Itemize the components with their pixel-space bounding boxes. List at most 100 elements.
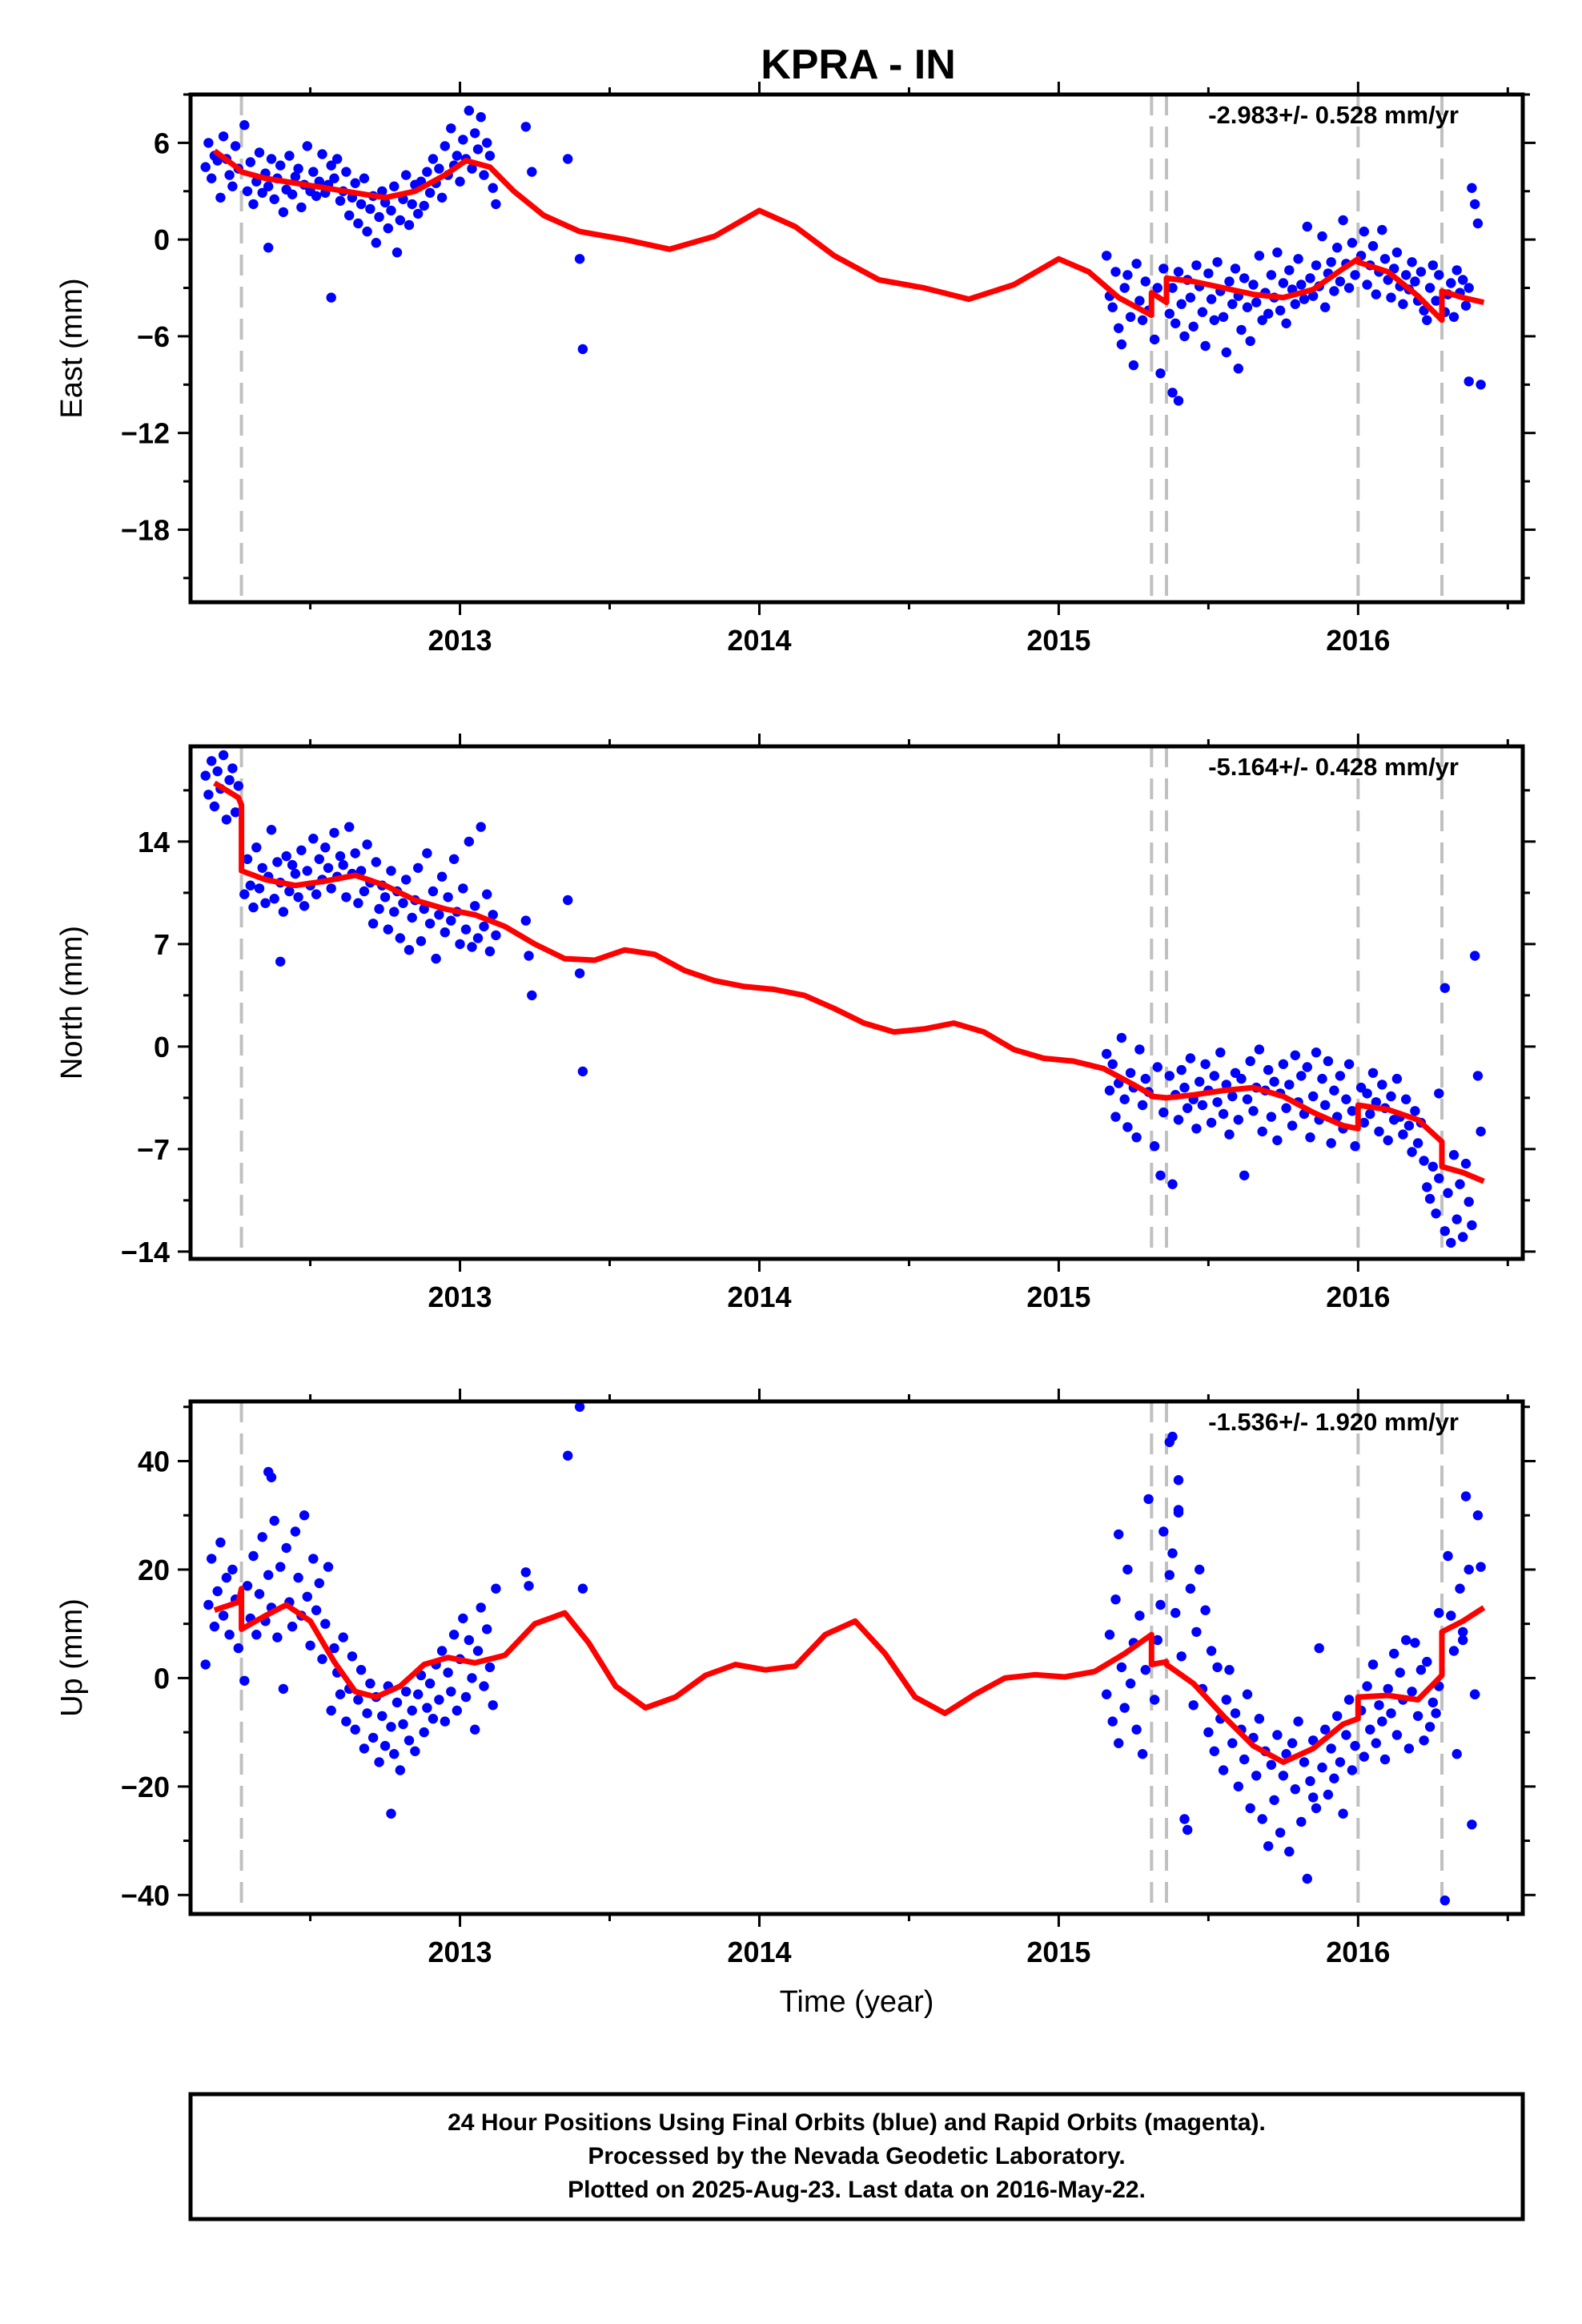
up-data-point	[413, 1689, 424, 1699]
north-data-point	[1233, 1115, 1244, 1125]
north-data-point	[1248, 1106, 1259, 1116]
up-data-point	[1367, 1659, 1379, 1670]
north-data-point	[458, 883, 468, 894]
north-data-point	[416, 936, 427, 947]
up-data-point	[1254, 1714, 1265, 1724]
east-data-point	[1257, 315, 1267, 325]
footer-line-3: Plotted on 2025-Aug-23. Last data on 201…	[568, 2177, 1146, 2203]
east-data-point	[335, 195, 346, 206]
up-data-point	[1284, 1846, 1295, 1857]
north-data-point	[248, 902, 259, 913]
north-data-point	[200, 770, 211, 781]
up-data-point	[1152, 1634, 1163, 1646]
north-data-point	[1452, 1214, 1462, 1224]
east-data-point	[1379, 254, 1391, 264]
up-data-point	[293, 1572, 303, 1583]
north-data-point	[266, 825, 277, 835]
north-data-point	[1383, 1135, 1393, 1146]
north-data-point	[308, 834, 319, 844]
east-data-point	[355, 199, 367, 210]
north-data-point	[1472, 1071, 1484, 1081]
up-data-point	[350, 1724, 360, 1735]
up-data-point	[302, 1591, 312, 1602]
east-data-point	[1206, 294, 1217, 304]
north-data-point	[1443, 1188, 1453, 1198]
up-data-point	[1170, 1607, 1181, 1618]
north-data-point	[207, 756, 217, 766]
north-data-point	[577, 1066, 588, 1077]
north-data-point	[488, 910, 498, 920]
north-data-point	[209, 801, 220, 812]
east-data-point	[1122, 270, 1133, 280]
up-data-point	[1173, 1507, 1184, 1518]
east-data-point	[479, 170, 489, 180]
up-data-point	[1167, 1431, 1178, 1442]
up-data-point	[1110, 1594, 1121, 1605]
up-data-point	[440, 1716, 450, 1727]
up-data-point	[1424, 1722, 1435, 1732]
up-data-point	[1371, 1738, 1382, 1748]
east-data-point	[577, 344, 588, 355]
up-data-point	[203, 1599, 214, 1610]
east-data-point	[383, 223, 393, 234]
east-data-point	[269, 194, 279, 204]
north-data-point	[1104, 1085, 1115, 1096]
east-data-point	[1108, 0, 1118, 5]
up-data-point	[563, 1450, 573, 1461]
up-frame	[188, 1399, 1525, 1916]
up-data-point	[305, 1640, 315, 1651]
east-data-point	[1377, 224, 1387, 235]
east-data-point	[371, 238, 381, 248]
north-data-point	[1419, 1156, 1429, 1166]
up-data-point	[209, 1621, 220, 1632]
up-x-tick-label: 2014	[727, 1936, 791, 1968]
north-data-point	[1209, 1071, 1220, 1081]
north-panel: 2013 2014 2015 2016 14 7 0 −7 −14 North (mm) -5.16…	[55, 734, 1536, 1313]
up-data-point	[436, 1646, 448, 1656]
east-data-point	[520, 122, 531, 132]
up-points	[200, 1401, 1486, 1906]
east-data-point	[1311, 260, 1322, 271]
north-data-point	[227, 763, 238, 774]
north-data-point	[1335, 1071, 1346, 1081]
east-data-point	[1398, 299, 1408, 309]
north-data-point	[1257, 1126, 1267, 1137]
up-data-point	[359, 1743, 370, 1754]
up-data-point	[1410, 1638, 1420, 1648]
up-data-point	[1272, 1730, 1283, 1740]
east-data-point	[1173, 396, 1184, 406]
east-data-point	[1251, 297, 1262, 308]
east-data-point	[1140, 276, 1151, 287]
up-data-point	[448, 1630, 460, 1640]
up-data-point	[1131, 1724, 1142, 1735]
up-data-point	[1185, 1583, 1196, 1594]
north-data-point	[482, 889, 492, 899]
north-data-point	[1377, 1080, 1387, 1090]
east-data-point	[326, 160, 336, 171]
up-data-point	[281, 1542, 291, 1554]
up-data-point	[347, 1651, 358, 1662]
north-data-point	[389, 907, 400, 917]
up-data-point	[1188, 1700, 1199, 1711]
up-y-tick-label: 20	[138, 1554, 170, 1586]
north-data-point	[1266, 1112, 1277, 1122]
north-data-point	[1455, 1179, 1465, 1189]
up-data-point	[1403, 1743, 1415, 1754]
up-data-point	[1182, 1824, 1193, 1835]
up-data-point	[443, 1667, 453, 1678]
north-data-point	[1434, 1173, 1444, 1184]
east-data-point	[404, 219, 415, 231]
up-data-point	[1329, 1773, 1339, 1783]
north-data-point	[224, 774, 235, 786]
east-data-point	[574, 254, 585, 264]
up-data-point	[395, 1765, 405, 1775]
east-data-point	[215, 192, 226, 203]
east-data-point	[224, 170, 235, 180]
east-data-point	[1422, 315, 1432, 325]
east-data-point	[440, 141, 450, 151]
up-data-point	[272, 1632, 283, 1642]
up-data-point	[1365, 1724, 1375, 1735]
up-data-point	[1343, 1695, 1355, 1705]
footer-line-2: Processed by the Nevada Geodetic Laborat…	[588, 2143, 1125, 2169]
east-data-point	[472, 144, 484, 155]
